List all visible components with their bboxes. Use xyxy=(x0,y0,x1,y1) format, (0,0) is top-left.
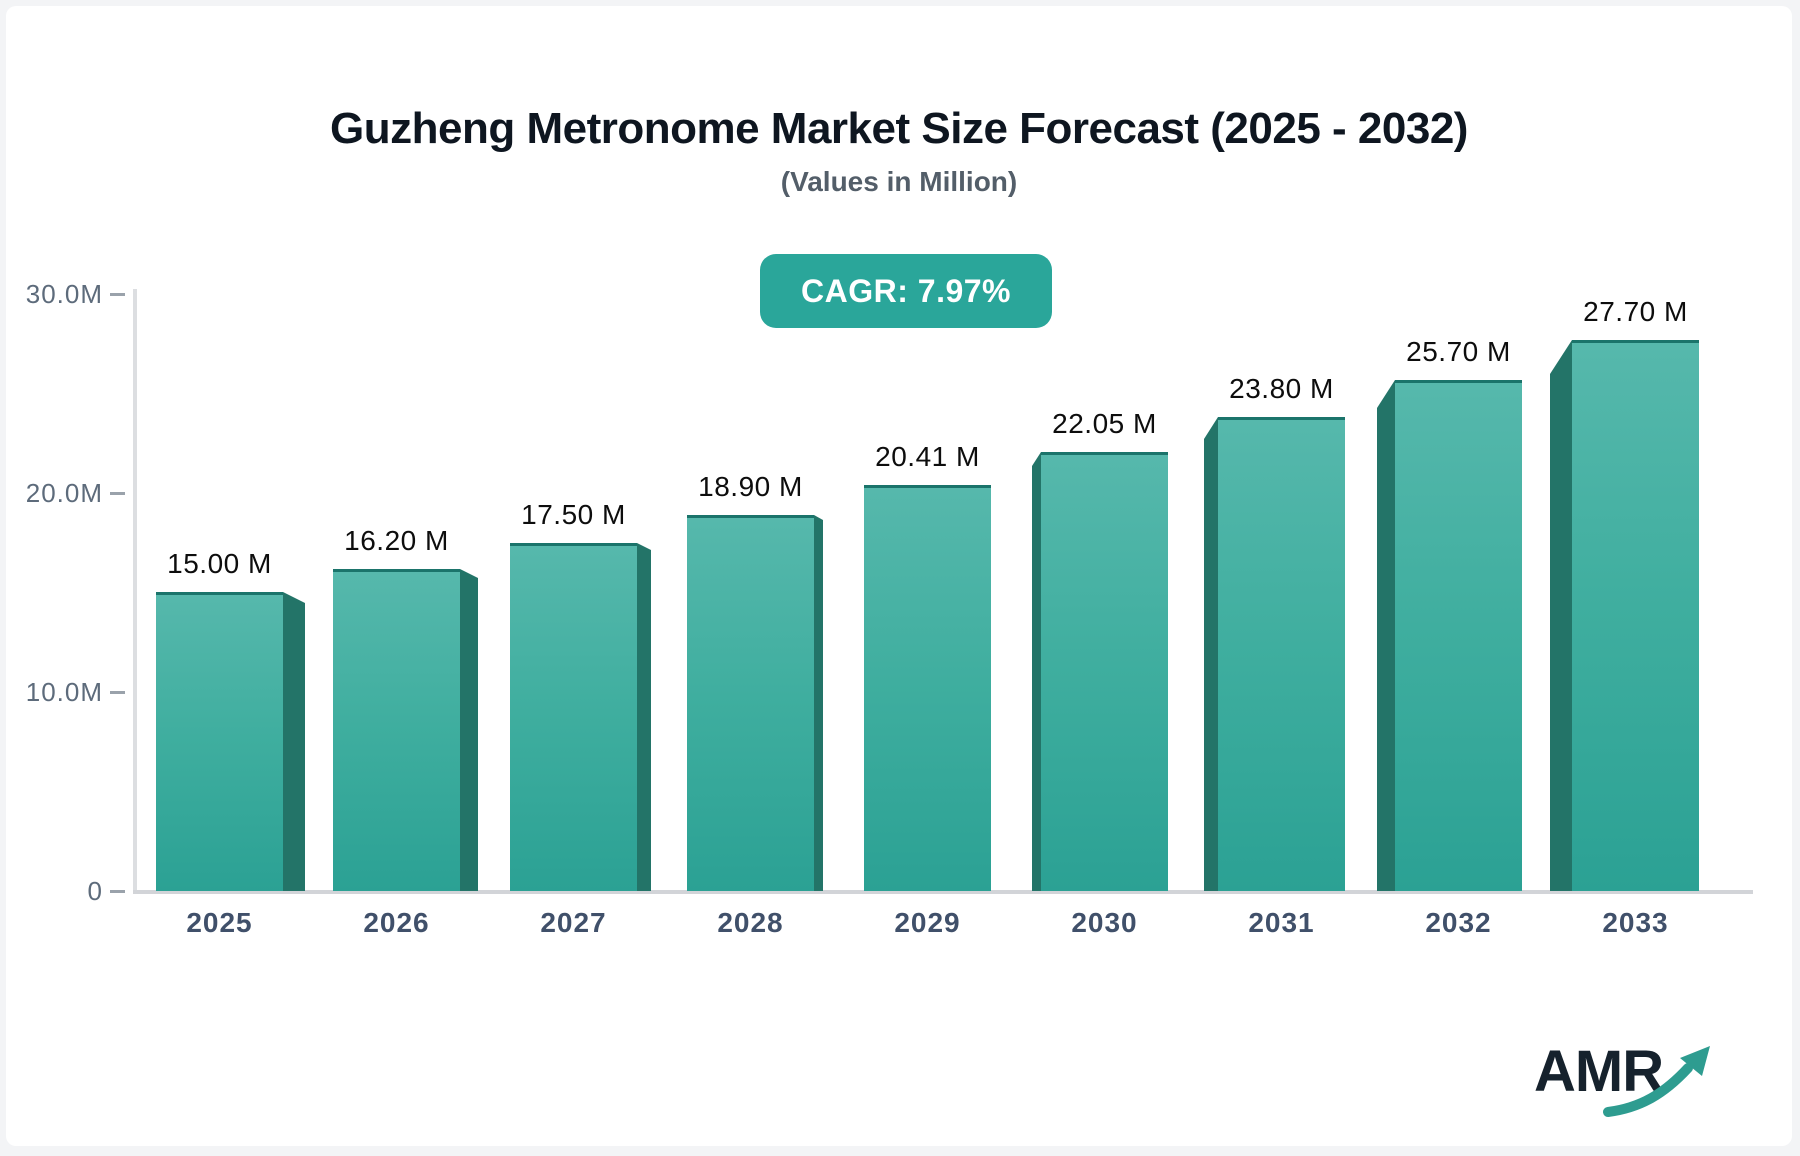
bar-value-label: 18.90 M xyxy=(698,471,803,502)
bar-side-2030 xyxy=(1032,452,1041,891)
bar-value-label: 25.70 M xyxy=(1406,336,1511,367)
y-tick-mark xyxy=(110,890,125,893)
x-category-label-2033: 2033 xyxy=(1602,907,1669,938)
y-tick-mark xyxy=(110,492,125,495)
amr-logo: AMR xyxy=(1526,1032,1726,1122)
bar-side-2032 xyxy=(1377,380,1395,891)
bar-2030 xyxy=(1041,452,1168,891)
bar-2028 xyxy=(687,515,814,891)
x-category-label-2025: 2025 xyxy=(186,907,253,938)
x-category-label-2028: 2028 xyxy=(717,907,784,938)
y-tick-label: 30.0M xyxy=(25,279,103,309)
bar-2027 xyxy=(510,543,637,891)
bar-2033 xyxy=(1572,340,1699,891)
x-category-label-2026: 2026 xyxy=(363,907,430,938)
y-tick-label: 0 xyxy=(87,876,103,906)
bar-2026 xyxy=(333,569,460,891)
bar-side-2025 xyxy=(283,592,305,891)
chart-card: Guzheng Metronome Market Size Forecast (… xyxy=(6,6,1792,1146)
x-category-label-2029: 2029 xyxy=(894,907,961,938)
bar-value-label: 22.05 M xyxy=(1052,408,1157,439)
y-tick-mark xyxy=(110,293,125,296)
bar-value-label: 16.20 M xyxy=(344,525,449,556)
bar-value-label: 23.80 M xyxy=(1229,373,1334,404)
bar-2025 xyxy=(156,592,283,891)
x-category-label-2032: 2032 xyxy=(1425,907,1492,938)
chart-title: Guzheng Metronome Market Size Forecast (… xyxy=(330,104,1468,153)
y-tick-mark xyxy=(110,691,125,694)
bar-value-label: 20.41 M xyxy=(875,441,980,472)
growth-arrow-icon xyxy=(1603,1046,1710,1117)
cagr-badge: CAGR: 7.97% xyxy=(760,254,1052,328)
bar-value-label: 27.70 M xyxy=(1583,296,1688,327)
bar-side-2033 xyxy=(1550,340,1572,891)
bar-value-label: 17.50 M xyxy=(521,499,626,530)
bar-value-label: 15.00 M xyxy=(167,548,272,579)
chart-subtitle: (Values in Million) xyxy=(780,166,1018,197)
bar-side-2028 xyxy=(814,515,823,891)
plot-area: 30.0M 20.0M 10.0M 0 15.00 M 2025 16.20 M 2026 17… xyxy=(6,6,1790,1146)
x-category-label-2031: 2031 xyxy=(1248,907,1315,938)
x-category-label-2027: 2027 xyxy=(540,907,607,938)
amr-logo-text: AMR xyxy=(1534,1039,1664,1104)
x-axis-baseline xyxy=(133,890,1753,894)
bar-2029 xyxy=(864,485,991,891)
x-category-label-2030: 2030 xyxy=(1071,907,1138,938)
y-axis-line xyxy=(133,289,137,892)
y-tick-label: 20.0M xyxy=(25,478,103,508)
bar-side-2026 xyxy=(460,569,478,891)
bar-side-2031 xyxy=(1204,417,1218,891)
y-tick-label: 10.0M xyxy=(25,677,103,707)
bar-2032 xyxy=(1395,380,1522,891)
bar-side-2027 xyxy=(637,543,651,891)
bar-2031 xyxy=(1218,417,1345,891)
